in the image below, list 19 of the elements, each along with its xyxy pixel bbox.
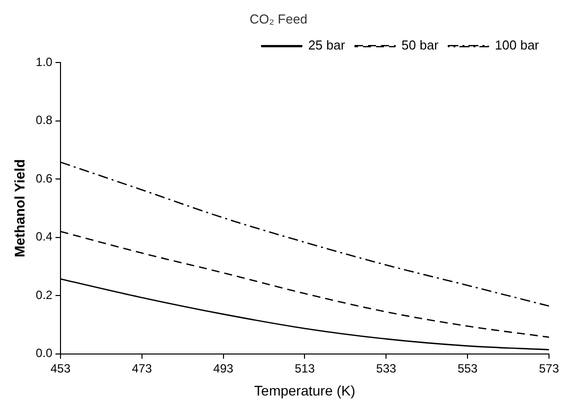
- x-tick-label: 473: [132, 361, 152, 376]
- y-tick-label: 0.0: [36, 346, 53, 360]
- y-tick-label: 0.8: [36, 113, 53, 128]
- x-tick-label: 453: [50, 361, 71, 376]
- x-tick-label: 493: [213, 361, 234, 376]
- y-tick-label: 1.0: [36, 54, 53, 69]
- y-tick-label: 0.2: [36, 288, 53, 302]
- y-tick-label: 0.4: [36, 230, 53, 244]
- y-axis-title: Methanol Yield: [11, 159, 28, 258]
- x-tick-label: 533: [376, 361, 396, 376]
- x-axis-title: Temperature (K): [254, 382, 356, 398]
- legend-label: 25 bar: [308, 38, 346, 53]
- legend-label: 50 bar: [402, 38, 440, 53]
- y-tick-label: 0.6: [36, 171, 53, 186]
- x-tick-label: 513: [294, 361, 316, 376]
- x-tick-label: 553: [458, 361, 478, 376]
- chart-title: CO₂ Feed: [250, 11, 308, 26]
- legend-label: 100 bar: [494, 38, 540, 53]
- x-tick-label: 573: [538, 361, 560, 376]
